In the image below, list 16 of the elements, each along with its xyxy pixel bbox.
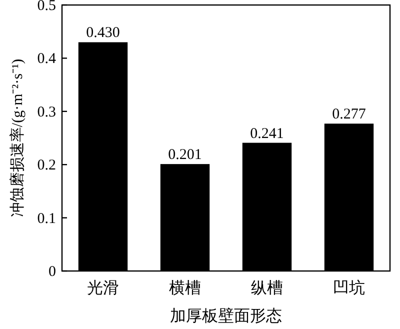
y-tick-label: 0.2 [37,158,56,174]
x-tick-label: 横槽 [169,279,201,297]
y-tick-label: 0.5 [37,0,56,14]
data-label: 0.430 [86,25,120,42]
data-label: 0.277 [332,106,366,123]
x-tick-label: 纵槽 [251,279,283,297]
y-tick-label: 0 [48,264,56,280]
x-axis-title: 加厚板壁面形态 [170,307,282,325]
x-tick-label: 凹坑 [333,279,365,297]
y-tick-label: 0.4 [37,51,56,68]
x-tick-label: 光滑 [87,279,119,297]
y-tick-label: 0.1 [37,210,56,227]
data-label: 0.201 [168,147,202,164]
y-tick-label: 0.3 [37,104,56,120]
data-label: 0.241 [250,126,284,142]
y-axis-title: 冲蚀磨损速率/(g·m⁻²·s⁻¹) [9,58,26,218]
